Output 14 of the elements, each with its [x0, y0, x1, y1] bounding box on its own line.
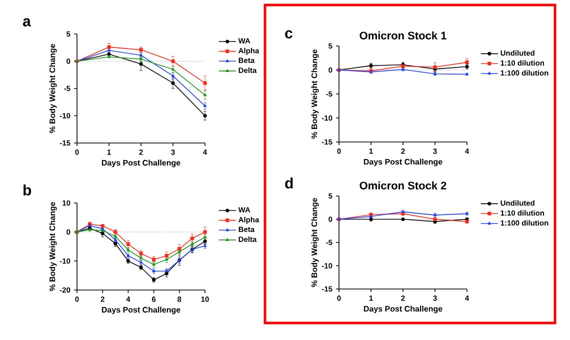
x-axis-title: Days Post Challenge [364, 158, 442, 166]
y-axis-title: % Body Weight Change [49, 44, 57, 134]
text: b [24, 184, 32, 196]
text: a [22, 18, 31, 26]
y-axis-title: % Body Weight Change [49, 202, 57, 292]
x-axis-title: Days Post Challenge [102, 306, 180, 314]
y-axis-title: % Body Weight Change [311, 49, 319, 139]
chart-title: Omicron Stock 1 [360, 31, 446, 40]
text: c [285, 30, 292, 38]
x-axis-title: Days Post Challenge [102, 160, 180, 168]
y-axis-title: % Body Weight Change [311, 198, 319, 288]
chart-title: Omicron Stock 2 [360, 181, 446, 190]
x-axis-title: Days Post Challenge [364, 306, 442, 314]
text: d [285, 177, 293, 188]
